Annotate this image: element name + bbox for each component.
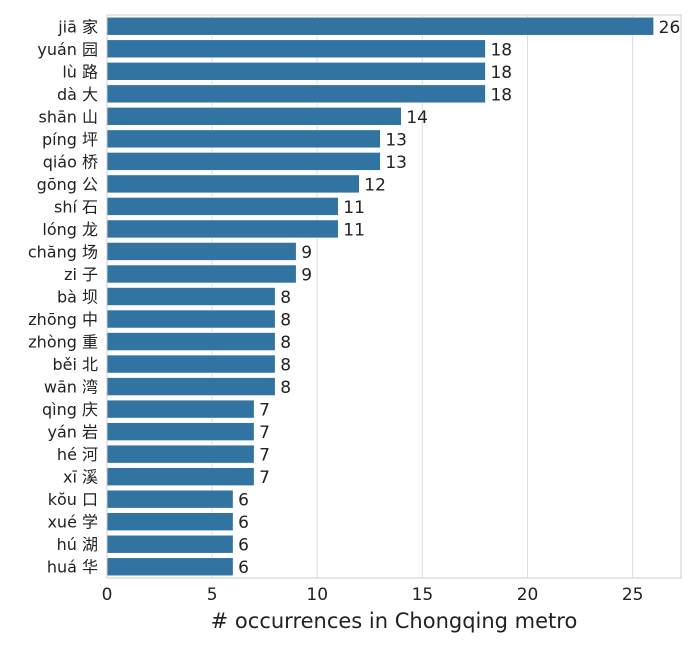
bar <box>106 444 255 464</box>
x-tick-labels: 0 5 10 15 20 25 <box>102 585 644 605</box>
bar <box>106 399 255 419</box>
y-tick-label: huá 华 <box>47 558 98 577</box>
y-tick-label: qìng 庆 <box>42 400 98 419</box>
bar-value-label: 18 <box>490 63 512 83</box>
bar-value-label: 14 <box>406 108 428 128</box>
y-tick-label: chăng 场 <box>28 242 98 261</box>
bars <box>106 16 654 577</box>
y-tick-label: kŏu 口 <box>48 490 98 509</box>
bar-value-label: 26 <box>659 18 681 38</box>
y-tick-label: hé 河 <box>57 445 98 464</box>
x-axis-title: # occurrences in Chongqing metro <box>211 609 578 633</box>
bar-value-label: 8 <box>280 288 291 308</box>
y-tick-label: píng 坪 <box>42 130 98 149</box>
bar <box>106 422 255 441</box>
bar <box>106 84 486 104</box>
x-tick-label: 15 <box>412 585 434 605</box>
bar-value-label: 7 <box>259 401 270 421</box>
plot-frame <box>106 14 682 579</box>
bar <box>106 354 276 374</box>
x-tick-label: 5 <box>207 585 218 605</box>
y-tick-label: wān 湾 <box>44 378 98 397</box>
y-tick-label: zi 子 <box>64 265 98 284</box>
bar <box>106 197 339 216</box>
y-tick-label: běi 北 <box>52 355 98 374</box>
y-tick-label: lóng 龙 <box>42 220 98 239</box>
bar <box>106 129 381 149</box>
bar-value-label: 7 <box>259 423 270 443</box>
bar <box>106 264 297 284</box>
bar-value-label: 13 <box>385 130 407 150</box>
bar <box>106 152 381 171</box>
y-tick-label: shān 山 <box>38 107 98 126</box>
bar-value-label: 6 <box>238 513 249 533</box>
bar <box>106 534 234 554</box>
bar <box>106 489 234 509</box>
y-tick-label: jiā 家 <box>57 17 98 36</box>
bar <box>106 377 276 396</box>
bar-value-label: 18 <box>490 85 512 105</box>
y-tick-label: lù 路 <box>62 62 98 81</box>
bar-value-label: 11 <box>343 198 365 218</box>
bar <box>106 512 234 532</box>
bar <box>106 61 486 81</box>
y-tick-label: qiáo 桥 <box>43 152 98 171</box>
y-tick-label: xué 学 <box>47 513 98 532</box>
bar-value-label: 18 <box>490 40 512 60</box>
bar-value-label: 7 <box>259 446 270 466</box>
bar-value-label: 12 <box>364 175 386 195</box>
bar-value-label: 8 <box>280 378 291 398</box>
y-tick-label: yán 岩 <box>47 423 98 442</box>
bar-value-label: 8 <box>280 356 291 376</box>
x-tick-label: 10 <box>306 585 328 605</box>
y-tick-label: shí 石 <box>54 197 98 216</box>
bar <box>106 242 297 261</box>
y-tick-label: hú 湖 <box>57 535 98 554</box>
bar <box>106 107 402 126</box>
bar-value-label: 8 <box>280 333 291 353</box>
bar-value-label: 11 <box>343 220 365 240</box>
bar <box>106 174 360 194</box>
bar <box>106 39 486 59</box>
bar-value-label: 13 <box>385 153 407 173</box>
bar <box>106 287 276 306</box>
bar-value-label: 9 <box>301 265 312 285</box>
bar-value-label: 8 <box>280 311 291 331</box>
bar <box>106 219 339 239</box>
bar-value-label: 7 <box>259 468 270 488</box>
bar <box>106 309 276 329</box>
bar-value-label: 6 <box>238 491 249 511</box>
y-tick-label: xī 溪 <box>63 468 98 487</box>
y-tick-label: yuán 园 <box>37 40 98 59</box>
y-tick-label: zhōng 中 <box>28 310 98 329</box>
bar <box>106 467 255 486</box>
bar <box>106 557 234 577</box>
y-tick-labels: jiā 家 yuán 园 lù 路 dà 大 shān 山 píng 坪 qiáo 桥 gōn… <box>28 17 98 576</box>
bar <box>106 16 654 36</box>
y-tick-label: zhòng 重 <box>28 333 98 352</box>
bar-value-label: 9 <box>301 243 312 263</box>
y-tick-label: gōng 公 <box>37 175 98 194</box>
x-tick-label: 25 <box>622 585 644 605</box>
y-tick-label: bà 坝 <box>57 288 98 307</box>
x-tick-label: 0 <box>102 585 113 605</box>
bar-value-label: 6 <box>238 558 249 578</box>
bar <box>106 332 276 351</box>
bar-value-label: 6 <box>238 536 249 556</box>
x-tick-label: 20 <box>517 585 539 605</box>
y-tick-label: dà 大 <box>57 85 98 104</box>
